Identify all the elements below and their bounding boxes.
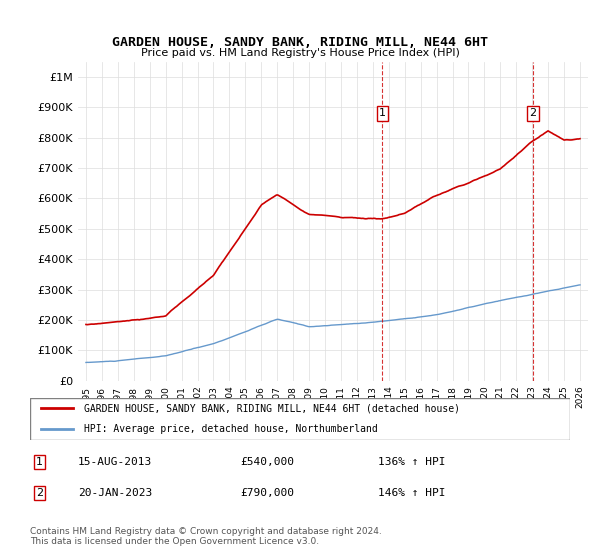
Text: 2: 2 — [529, 108, 536, 118]
Text: Contains HM Land Registry data © Crown copyright and database right 2024.
This d: Contains HM Land Registry data © Crown c… — [30, 526, 382, 546]
FancyBboxPatch shape — [30, 398, 570, 440]
Text: HPI: Average price, detached house, Northumberland: HPI: Average price, detached house, Nort… — [84, 424, 378, 434]
Text: 1: 1 — [379, 108, 386, 118]
Text: 2: 2 — [36, 488, 43, 498]
Text: 1: 1 — [36, 457, 43, 467]
Text: 146% ↑ HPI: 146% ↑ HPI — [378, 488, 445, 498]
Text: 136% ↑ HPI: 136% ↑ HPI — [378, 457, 445, 467]
Text: 15-AUG-2013: 15-AUG-2013 — [78, 457, 152, 467]
Text: GARDEN HOUSE, SANDY BANK, RIDING MILL, NE44 6HT (detached house): GARDEN HOUSE, SANDY BANK, RIDING MILL, N… — [84, 403, 460, 413]
Text: GARDEN HOUSE, SANDY BANK, RIDING MILL, NE44 6HT: GARDEN HOUSE, SANDY BANK, RIDING MILL, N… — [112, 36, 488, 49]
Text: 20-JAN-2023: 20-JAN-2023 — [78, 488, 152, 498]
Text: £540,000: £540,000 — [240, 457, 294, 467]
Text: Price paid vs. HM Land Registry's House Price Index (HPI): Price paid vs. HM Land Registry's House … — [140, 48, 460, 58]
Text: £790,000: £790,000 — [240, 488, 294, 498]
